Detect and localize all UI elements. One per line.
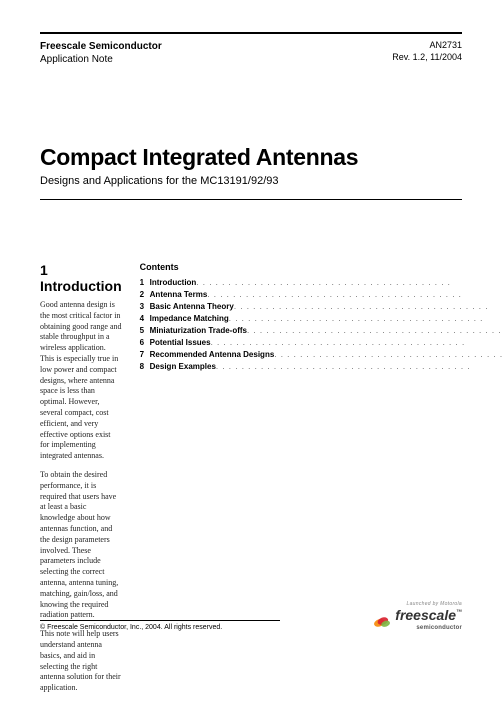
toc-dots <box>207 289 502 301</box>
freescale-logo: Launched by Motorola freescale™ semicond… <box>373 601 462 631</box>
contents-column: Contents 1Introduction 12Antenna Terms 2… <box>140 262 502 702</box>
toc-row: 5Miniaturization Trade-offs 13 <box>140 325 502 337</box>
logo-brand-text: freescale <box>395 607 456 623</box>
toc-num: 2 <box>140 289 150 301</box>
toc-label: Recommended Antenna Designs <box>150 349 275 361</box>
logo-swoosh-icon <box>373 613 391 631</box>
toc-row: 3Basic Antenna Theory 2 <box>140 301 502 313</box>
paragraph: This note will help users understand ant… <box>40 629 122 694</box>
toc-dots <box>234 301 502 313</box>
toc-label: Antenna Terms <box>150 289 208 301</box>
toc-dots <box>274 349 502 361</box>
toc-label: Introduction <box>150 277 197 289</box>
toc-num: 6 <box>140 337 150 349</box>
toc-dots <box>247 325 502 337</box>
header-right: AN2731 Rev. 1.2, 11/2004 <box>392 40 462 63</box>
toc-num: 8 <box>140 361 150 373</box>
doc-number: AN2731 <box>392 40 462 52</box>
toc-dots <box>211 337 502 349</box>
toc-label: Design Examples <box>150 361 216 373</box>
header-left: Freescale Semiconductor Application Note <box>40 40 162 66</box>
toc-num: 5 <box>140 325 150 337</box>
toc-num: 1 <box>140 277 150 289</box>
logo-main: freescale™ semiconductor <box>373 607 462 631</box>
doc-type: Application Note <box>40 53 162 66</box>
toc-num: 3 <box>140 301 150 313</box>
paragraph: To obtain the desired performance, it is… <box>40 470 122 621</box>
logo-subtext: semiconductor <box>395 625 462 631</box>
toc-label: Impedance Matching <box>150 313 229 325</box>
toc-num: 7 <box>140 349 150 361</box>
document-subtitle: Designs and Applications for the MC13191… <box>40 175 462 187</box>
table-of-contents: 1Introduction 12Antenna Terms 23Basic An… <box>140 277 502 373</box>
title-block: Compact Integrated Antennas Designs and … <box>40 144 462 200</box>
logo-tm: ™ <box>456 610 462 616</box>
toc-label: Miniaturization Trade-offs <box>150 325 247 337</box>
copyright-text: © Freescale Semiconductor, Inc., 2004. A… <box>40 620 280 631</box>
doc-revision: Rev. 1.2, 11/2004 <box>392 52 462 64</box>
toc-row: 4Impedance Matching 6 <box>140 313 502 325</box>
document-title: Compact Integrated Antennas <box>40 144 462 171</box>
toc-row: 1Introduction 1 <box>140 277 502 289</box>
toc-row: 8Design Examples 16 <box>140 361 502 373</box>
contents-heading: Contents <box>140 262 502 272</box>
paragraph: Good antenna design is the most critical… <box>40 300 122 462</box>
body-columns: 1Introduction Good antenna design is the… <box>40 262 462 702</box>
section-number: 1 <box>40 262 48 278</box>
toc-dots <box>216 361 502 373</box>
main-column: 1Introduction Good antenna design is the… <box>40 262 122 702</box>
toc-row: 2Antenna Terms 2 <box>140 289 502 301</box>
toc-row: 6Potential Issues 14 <box>140 337 502 349</box>
logo-text-wrap: freescale™ semiconductor <box>395 607 462 631</box>
page-footer: © Freescale Semiconductor, Inc., 2004. A… <box>40 601 462 631</box>
page-header: Freescale Semiconductor Application Note… <box>40 32 462 66</box>
toc-label: Potential Issues <box>150 337 211 349</box>
company-name: Freescale Semiconductor <box>40 40 162 53</box>
toc-dots <box>229 313 502 325</box>
toc-dots <box>196 277 502 289</box>
toc-num: 4 <box>140 313 150 325</box>
toc-row: 7Recommended Antenna Designs 14 <box>140 349 502 361</box>
section-name: Introduction <box>40 278 122 294</box>
toc-label: Basic Antenna Theory <box>150 301 234 313</box>
section-heading: 1Introduction <box>40 262 122 294</box>
